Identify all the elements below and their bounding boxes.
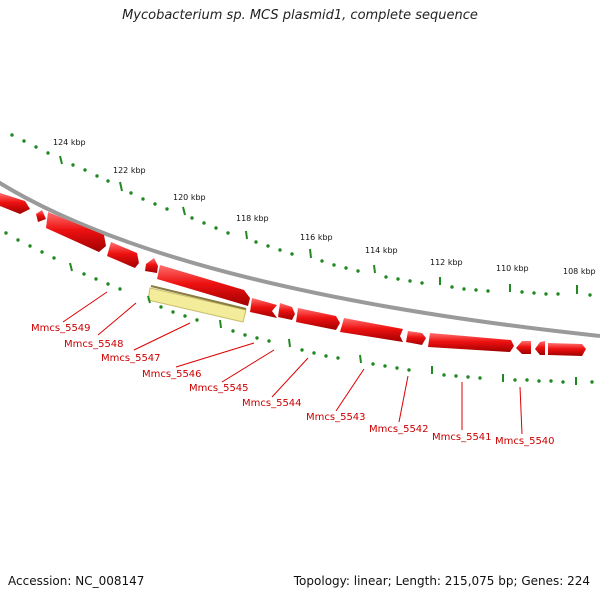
scale-label: 114 kbp bbox=[365, 246, 398, 255]
gene-label[interactable]: Mmcs_5545 bbox=[189, 383, 249, 394]
outer-scale bbox=[10, 133, 592, 297]
scale-label: 118 kbp bbox=[236, 214, 269, 223]
gene-label[interactable]: Mmcs_5548 bbox=[64, 339, 124, 350]
scale-label: 122 kbp bbox=[113, 166, 146, 175]
accession-text: Accession: NC_008147 bbox=[8, 574, 145, 588]
gene-label[interactable]: Mmcs_5541 bbox=[432, 432, 492, 443]
gene-arrow[interactable] bbox=[296, 308, 340, 330]
scale-label: 124 kbp bbox=[53, 138, 86, 147]
gene-leaders bbox=[62, 291, 523, 435]
gene-arrow[interactable] bbox=[36, 210, 46, 222]
gene-label[interactable]: Mmcs_5547 bbox=[101, 353, 161, 364]
gene-arrow[interactable] bbox=[0, 193, 30, 214]
gene-arrow[interactable] bbox=[145, 258, 158, 273]
gene-label[interactable]: Mmcs_5549 bbox=[31, 323, 91, 334]
gene-track bbox=[0, 193, 586, 356]
scale-label: 108 kbp bbox=[563, 267, 596, 276]
gene-label[interactable]: Mmcs_5542 bbox=[369, 424, 429, 435]
gene-arrow[interactable] bbox=[428, 333, 514, 352]
plasmid-backbone bbox=[0, 180, 600, 338]
highlight-region-edge bbox=[150, 285, 247, 310]
scale-label: 110 kbp bbox=[496, 264, 529, 273]
gene-arrow[interactable] bbox=[406, 331, 426, 345]
scale-label: 120 kbp bbox=[173, 193, 206, 202]
gene-arrow[interactable] bbox=[46, 212, 106, 252]
gene-label[interactable]: Mmcs_5543 bbox=[306, 412, 366, 423]
gene-arrow[interactable] bbox=[157, 265, 250, 306]
scale-label: 116 kbp bbox=[300, 233, 333, 242]
map-title: Mycobacterium sp. MCS plasmid1, complete… bbox=[122, 8, 478, 23]
gene-arrow[interactable] bbox=[340, 318, 403, 342]
gene-arrow[interactable] bbox=[278, 303, 295, 320]
gene-arrow[interactable] bbox=[107, 242, 139, 268]
gene-label[interactable]: Mmcs_5544 bbox=[242, 398, 302, 409]
topology-text: Topology: linear; Length: 215,075 bp; Ge… bbox=[293, 574, 590, 588]
gene-arrow[interactable] bbox=[516, 341, 531, 354]
inner-scale bbox=[4, 231, 594, 385]
gene-label[interactable]: Mmcs_5540 bbox=[495, 436, 555, 447]
gene-label[interactable]: Mmcs_5546 bbox=[142, 369, 202, 380]
gene-arrow[interactable] bbox=[548, 343, 586, 356]
scale-label: 112 kbp bbox=[430, 258, 463, 267]
gene-arrow[interactable] bbox=[535, 341, 545, 355]
gene-arrow[interactable] bbox=[250, 298, 277, 318]
